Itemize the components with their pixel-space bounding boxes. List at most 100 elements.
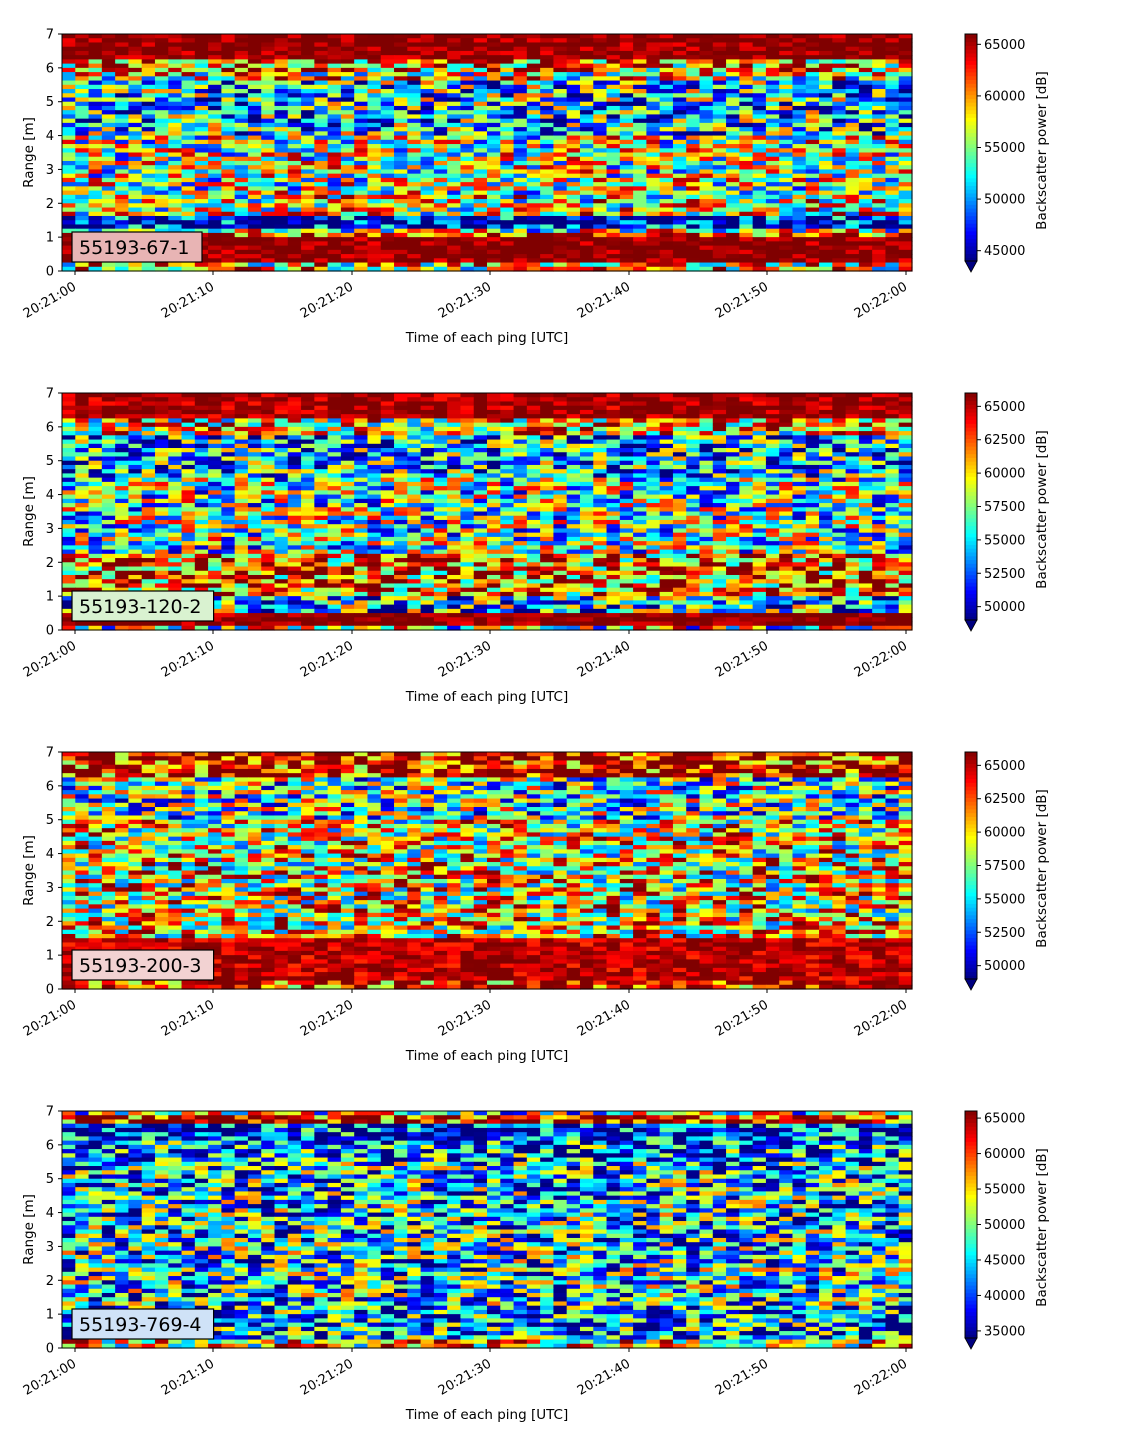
heatmap-cell [660, 208, 674, 213]
heatmap-cell [700, 423, 714, 428]
heatmap-cell [859, 47, 873, 52]
heatmap-cell [726, 220, 740, 225]
heatmap-cell [700, 427, 714, 432]
heatmap-cell [288, 55, 302, 60]
heatmap-cell [607, 423, 621, 428]
heatmap-cell [686, 199, 700, 204]
heatmap-cell [182, 195, 196, 200]
heatmap-cell [447, 212, 461, 217]
heatmap-cell [660, 123, 674, 128]
heatmap-cell [779, 153, 793, 158]
heatmap-cell [779, 97, 793, 102]
colorbar-segment [965, 166, 977, 170]
heatmap-cell [514, 212, 528, 217]
heatmap-cell [620, 224, 634, 229]
heatmap-cell [421, 461, 435, 466]
heatmap-cell [447, 191, 461, 196]
heatmap-cell [753, 444, 767, 449]
colorbar-tick-label: 50000 [984, 193, 1025, 208]
heatmap-cell [500, 178, 514, 183]
heatmap-cell [301, 161, 315, 166]
heatmap-cell [739, 241, 753, 246]
heatmap-cell [633, 440, 647, 445]
heatmap-cell [115, 224, 129, 229]
heatmap-cell [381, 42, 395, 47]
heatmap-cell [261, 165, 275, 170]
heatmap-cell [168, 81, 182, 86]
heatmap-cell [872, 216, 886, 221]
heatmap-cell [700, 465, 714, 470]
heatmap-cell [421, 401, 435, 406]
heatmap-cell [142, 456, 156, 461]
heatmap-cell [806, 93, 820, 98]
heatmap-cell [846, 169, 860, 174]
heatmap-cell [792, 195, 806, 200]
heatmap-cell [75, 478, 89, 483]
heatmap-cell [832, 106, 846, 111]
heatmap-cell [487, 72, 501, 77]
heatmap-cell [859, 161, 873, 166]
heatmap-cell [115, 140, 129, 145]
heatmap-cell [288, 97, 302, 102]
heatmap-cell [381, 114, 395, 119]
heatmap-cell [102, 195, 116, 200]
heatmap-cell [832, 102, 846, 107]
heatmap-cell [885, 34, 899, 39]
heatmap-cell [739, 123, 753, 128]
heatmap-cell [766, 114, 780, 119]
heatmap-cell [221, 393, 235, 398]
heatmap-cell [288, 38, 302, 43]
heatmap-cell [195, 191, 209, 196]
heatmap-cell [62, 51, 76, 56]
heatmap-cell [872, 136, 886, 141]
heatmap-cell [89, 114, 103, 119]
heatmap-cell [500, 169, 514, 174]
heatmap-cell [846, 414, 860, 419]
heatmap-cell [646, 216, 660, 221]
heatmap-cell [540, 258, 554, 263]
heatmap-cell [899, 469, 913, 474]
heatmap-cell [460, 140, 474, 145]
heatmap-cell [567, 51, 581, 56]
heatmap-cell [726, 178, 740, 183]
heatmap-cell [434, 97, 448, 102]
heatmap-cell [354, 456, 368, 461]
heatmap-cell [235, 97, 249, 102]
heatmap-cell [739, 220, 753, 225]
heatmap-cell [527, 178, 541, 183]
heatmap-cell [102, 401, 116, 406]
heatmap-cell [872, 153, 886, 158]
heatmap-cell [620, 401, 634, 406]
heatmap-cell [182, 427, 196, 432]
heatmap-cell [341, 64, 355, 69]
heatmap-cell [872, 47, 886, 52]
heatmap-cell [646, 208, 660, 213]
heatmap-cell [607, 89, 621, 94]
heatmap-cell [394, 410, 408, 415]
heatmap-cell [248, 68, 262, 73]
heatmap-cell [168, 106, 182, 111]
heatmap-cell [885, 144, 899, 149]
heatmap-cell [447, 448, 461, 453]
heatmap-cell [460, 465, 474, 470]
heatmap-cell [182, 199, 196, 204]
heatmap-cell [195, 76, 209, 81]
heatmap-cell [527, 237, 541, 242]
heatmap-cell [872, 427, 886, 432]
heatmap-cell [806, 157, 820, 162]
heatmap-cell [660, 182, 674, 187]
heatmap-cell [248, 246, 262, 251]
colorbar-segment [965, 223, 977, 227]
heatmap-cell [261, 131, 275, 136]
heatmap-cell [872, 119, 886, 124]
heatmap-cell [301, 153, 315, 158]
heatmap-cell [75, 148, 89, 153]
heatmap-cell [75, 178, 89, 183]
heatmap-cell [846, 110, 860, 115]
heatmap-cell [700, 68, 714, 73]
heatmap-cell [832, 414, 846, 419]
heatmap-cell [540, 216, 554, 221]
heatmap-cell [660, 157, 674, 162]
heatmap-cell [686, 131, 700, 136]
heatmap-cell [527, 85, 541, 90]
